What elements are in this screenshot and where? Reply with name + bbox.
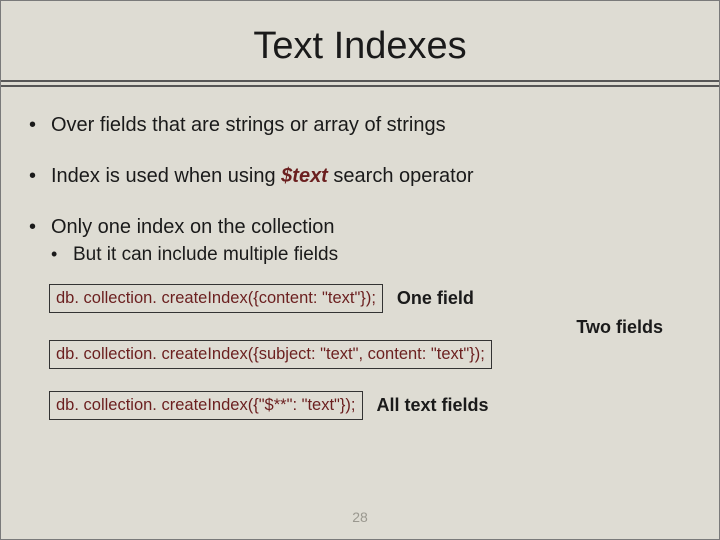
label-all-text-fields: All text fields: [377, 395, 489, 416]
bullet-2-text: Index is used when using $text search op…: [51, 164, 474, 189]
bullet-3-text: Only one index on the collection: [51, 215, 335, 240]
bullet-1-text: Over fields that are strings or array of…: [51, 113, 446, 138]
divider-line-bottom: [1, 85, 719, 87]
bullet-3-sub: • But it can include multiple fields: [51, 244, 691, 266]
slide-content: • Over fields that are strings or array …: [1, 95, 719, 420]
bullet-dot-icon: •: [29, 113, 51, 137]
keyword-text: $text: [281, 165, 328, 187]
page-number: 28: [1, 509, 719, 525]
label-two-fields: Two fields: [29, 317, 663, 338]
bullet-dot-icon: •: [29, 215, 51, 239]
code-box-1: db. collection. createIndex({content: "t…: [49, 284, 383, 313]
code-row-2: db. collection. createIndex({subject: "t…: [49, 340, 691, 369]
bullet-2-post: search operator: [328, 165, 474, 187]
slide-container: Text Indexes • Over fields that are stri…: [0, 0, 720, 540]
code-box-2: db. collection. createIndex({subject: "t…: [49, 340, 492, 369]
bullet-2-pre: Index is used when using: [51, 165, 281, 187]
slide-title: Text Indexes: [1, 1, 719, 80]
bullet-1: • Over fields that are strings or array …: [29, 113, 691, 138]
label-one-field: One field: [397, 288, 474, 309]
bullet-3: • Only one index on the collection: [29, 215, 691, 240]
bullet-3-sub-text: But it can include multiple fields: [73, 244, 338, 266]
code-row-3: db. collection. createIndex({"$**": "tex…: [49, 391, 691, 420]
divider-line-top: [1, 80, 719, 82]
bullet-dot-icon: •: [29, 164, 51, 188]
code-box-3: db. collection. createIndex({"$**": "tex…: [49, 391, 363, 420]
code-row-1: db. collection. createIndex({content: "t…: [49, 284, 691, 313]
bullet-dot-icon: •: [51, 244, 73, 266]
bullet-2: • Index is used when using $text search …: [29, 164, 691, 189]
